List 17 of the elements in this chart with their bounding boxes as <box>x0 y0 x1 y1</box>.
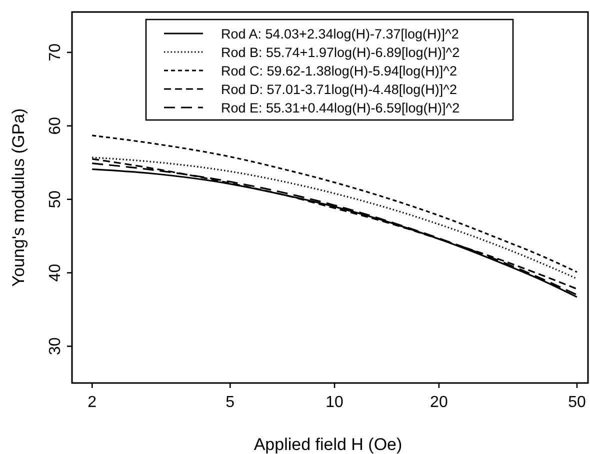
y-tick-label: 70 <box>47 43 64 62</box>
legend-label: Rod E: 55.31+0.44log(H)-6.59[log(H)]^2 <box>221 100 460 116</box>
legend-label: Rod C: 59.62-1.38log(H)-5.94[log(H)]^2 <box>221 64 457 78</box>
y-tick-label: 60 <box>47 116 64 135</box>
x-tick-label: 20 <box>430 394 448 411</box>
legend-label: Rod A: 54.03+2.34log(H)-7.37[log(H)]^2 <box>221 26 459 42</box>
legend-label: Rod B: 55.74+1.97log(H)-6.89[log(H)]^2 <box>221 45 460 60</box>
y-tick-label: 30 <box>47 337 64 356</box>
y-tick-label: 50 <box>47 190 64 208</box>
x-tick-label: 2 <box>88 394 97 411</box>
legend-label: Rod D: 57.01-3.71log(H)-4.48[log(H)]^2 <box>221 82 457 97</box>
x-tick-label: 50 <box>568 394 586 411</box>
y-axis-title: Young's modulus (GPa) <box>9 108 28 287</box>
x-tick-label: 10 <box>326 394 344 411</box>
x-tick-label: 5 <box>226 394 235 411</box>
y-tick-label: 40 <box>47 264 64 282</box>
x-axis-title: Applied field H (Oe) <box>254 435 402 454</box>
